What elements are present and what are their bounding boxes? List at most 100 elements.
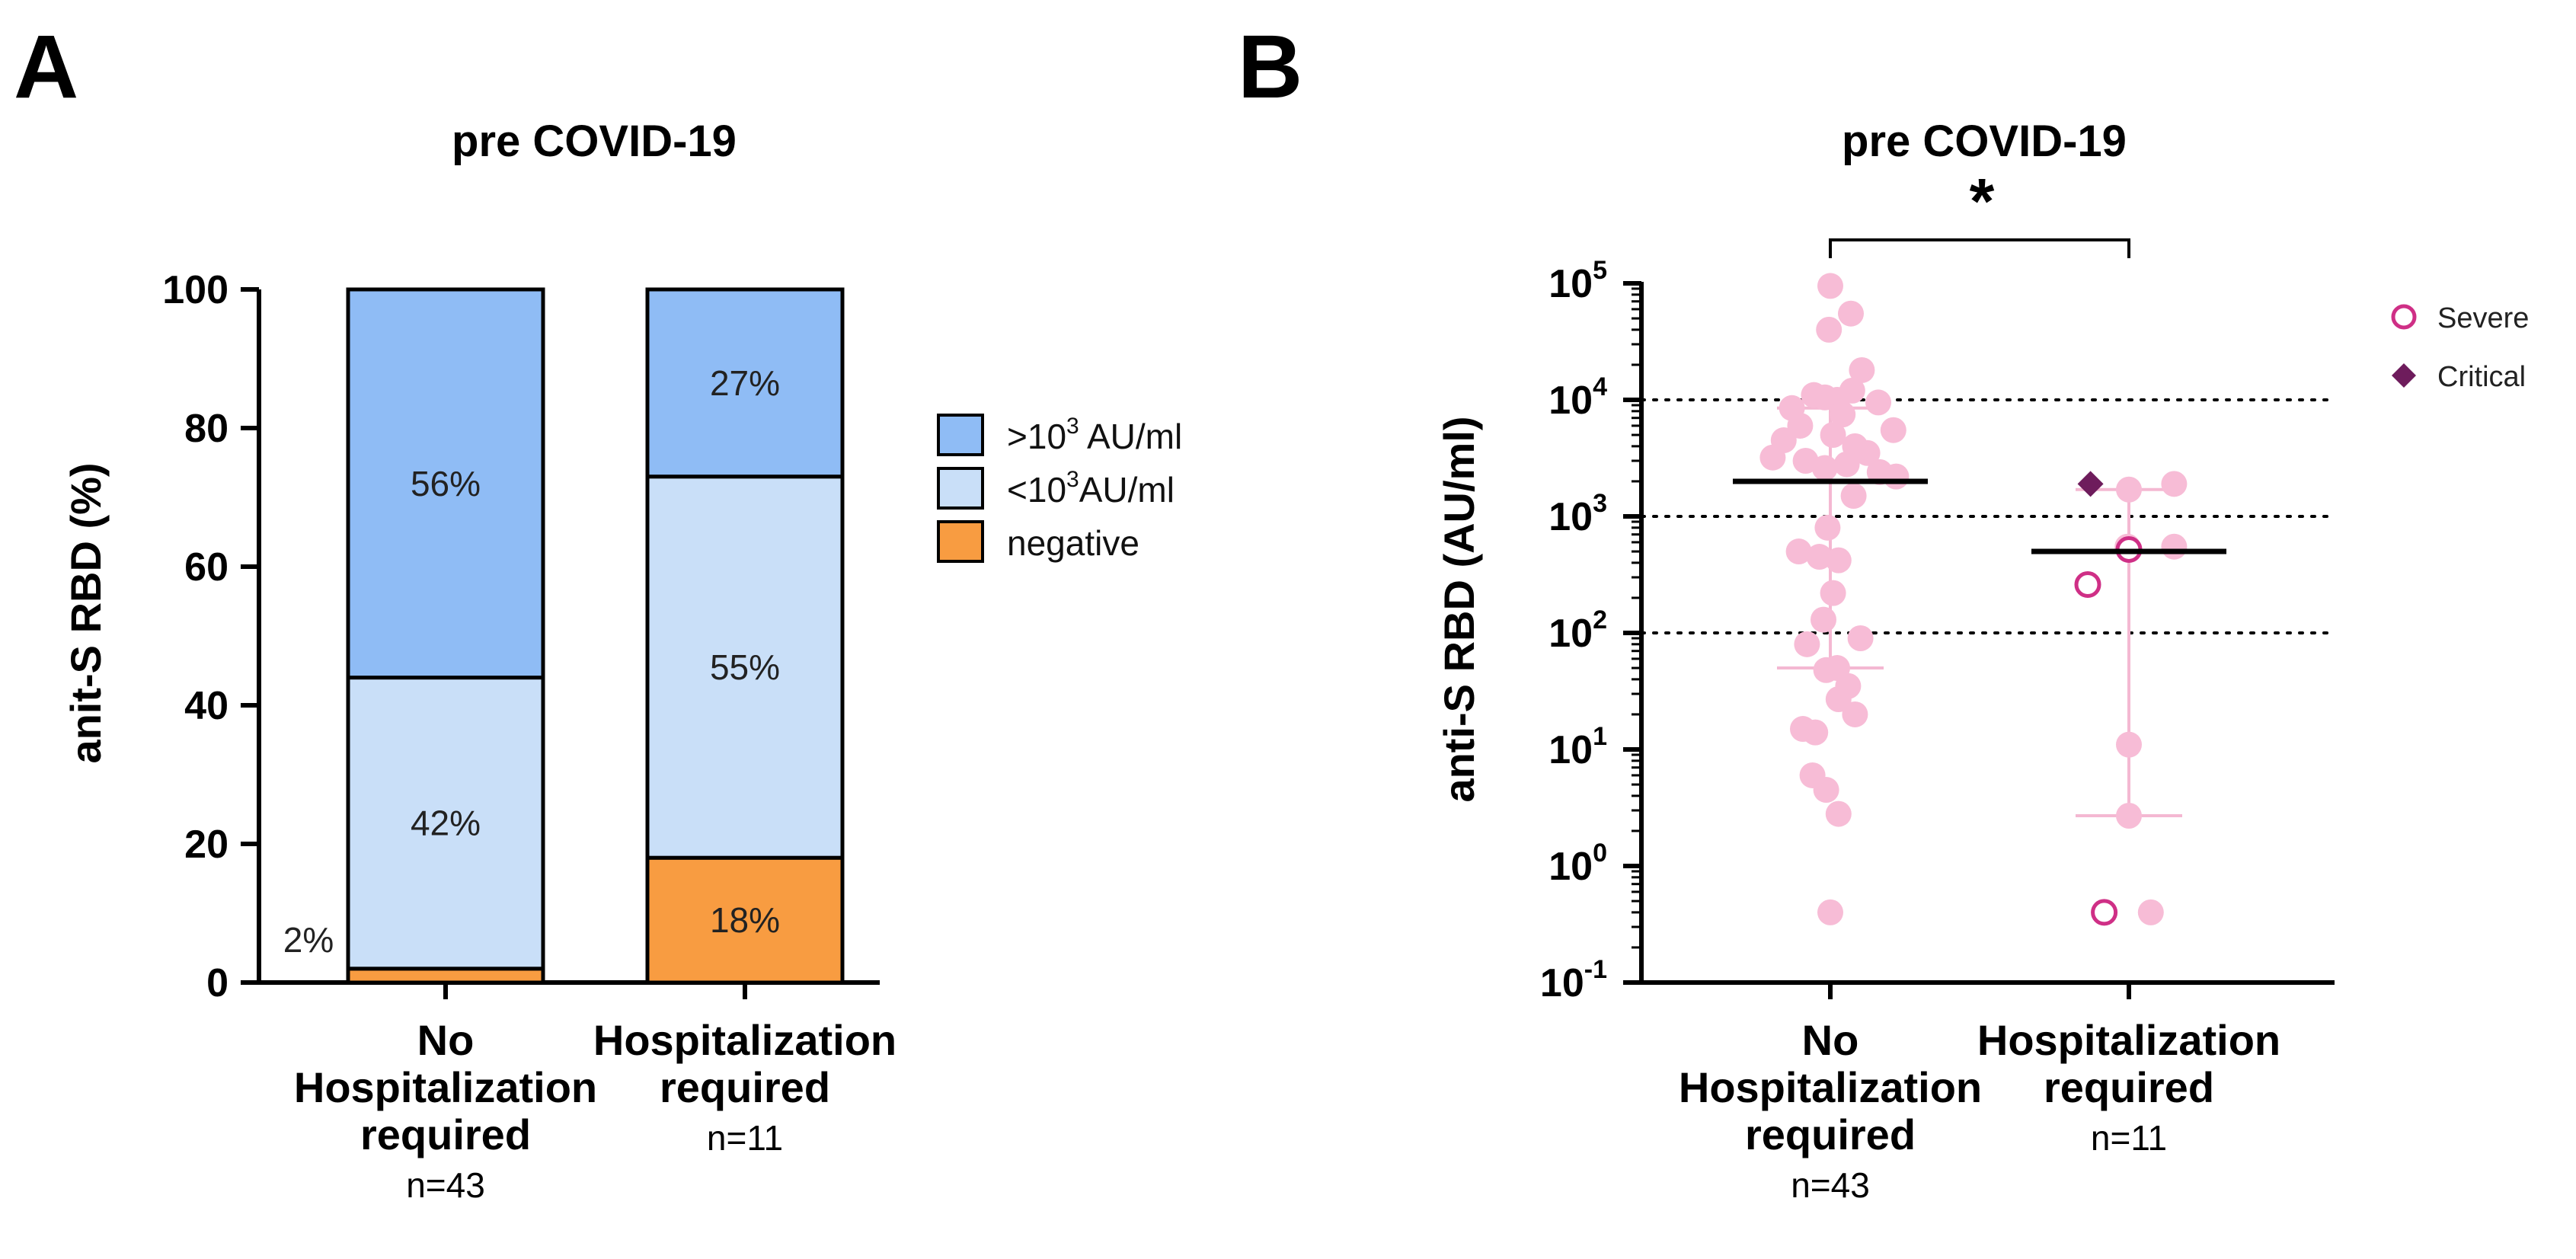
data-point-critical bbox=[2077, 471, 2104, 497]
panel-a-x-category-label: Hospitalization bbox=[294, 1063, 597, 1111]
legend-label: >103 AU/ml bbox=[1007, 414, 1182, 456]
data-point bbox=[1817, 273, 1843, 299]
panel-b-y-tick-label: 101 bbox=[1548, 722, 1607, 772]
bar-value-label: 42% bbox=[411, 804, 481, 843]
data-point bbox=[1811, 455, 1838, 481]
legend-swatch-high bbox=[937, 414, 984, 456]
panel-a-x-category-label: No bbox=[417, 1016, 475, 1064]
panel-a-y-tick-label: 60 bbox=[184, 545, 229, 590]
panel-a-x-category-label: required bbox=[660, 1063, 830, 1111]
data-point bbox=[1825, 547, 1852, 574]
data-point bbox=[2161, 533, 2188, 560]
bar-segment-high bbox=[645, 287, 845, 479]
panel-a-y-tick-label: 20 bbox=[184, 823, 229, 867]
data-point bbox=[1813, 777, 1839, 804]
panel-a-sample-size: n=43 bbox=[406, 1165, 485, 1205]
data-point bbox=[1811, 606, 1836, 633]
legend-swatch-negative bbox=[937, 520, 984, 563]
panel-b-legend: Severe Critical bbox=[2391, 302, 2529, 393]
data-point bbox=[1814, 514, 1841, 541]
panel-a-y-tick-label: 40 bbox=[184, 684, 229, 728]
data-point bbox=[1794, 631, 1820, 657]
data-point bbox=[1802, 719, 1829, 746]
panel-b-x-category-label: Hospitalization bbox=[1679, 1063, 1982, 1111]
data-point bbox=[1817, 899, 1843, 925]
data-point bbox=[1854, 439, 1881, 466]
panel-a: A pre COVID-19 anit-S RBD (%) 0 20 40 60 80 1… bbox=[14, 17, 1182, 1205]
legend-label: negative bbox=[1007, 523, 1139, 563]
data-point bbox=[2161, 471, 2188, 497]
panel-b-x-categories: NoHospitalizationrequiredn=43Hospitaliza… bbox=[1679, 983, 2280, 1205]
data-point bbox=[1759, 444, 1786, 471]
panel-a-letter: A bbox=[14, 17, 78, 117]
data-point bbox=[1840, 483, 1867, 510]
panel-b-y-ticks: 10-1 100 101 102 103 104 105 bbox=[1540, 256, 1641, 1005]
panel-a-y-axis-label: anit-S RBD (%) bbox=[62, 462, 110, 763]
bar-segment-high bbox=[346, 287, 545, 680]
legend-marker-critical bbox=[2392, 363, 2416, 388]
panel-b-x-category-label: required bbox=[1745, 1110, 1916, 1158]
panel-b-x-category-label: No bbox=[1802, 1016, 1859, 1064]
panel-b-y-axis-label: anti-S RBD (AU/ml) bbox=[1435, 416, 1483, 802]
data-point bbox=[2116, 731, 2142, 758]
legend-label: <103AU/ml bbox=[1007, 467, 1175, 510]
data-point bbox=[1865, 389, 1891, 416]
significance-marker: * bbox=[1970, 165, 1995, 237]
panel-b-means bbox=[1733, 478, 2226, 554]
data-point bbox=[1825, 686, 1852, 713]
panel-b-x-category-label: Hospitalization bbox=[1977, 1016, 2280, 1064]
panel-a-y-tick-label: 80 bbox=[184, 407, 229, 451]
bar-value-label: 27% bbox=[710, 363, 780, 403]
data-point bbox=[1806, 544, 1833, 570]
bar-value-label: 56% bbox=[411, 464, 481, 503]
panel-b-points bbox=[1759, 273, 2188, 926]
panel-b-y-tick-label: 104 bbox=[1548, 372, 1607, 423]
legend-label: Severe bbox=[2437, 302, 2529, 334]
data-point bbox=[1880, 417, 1906, 443]
bar-value-label: 2% bbox=[283, 920, 334, 960]
data-point bbox=[1833, 451, 1860, 478]
legend-swatch-low bbox=[937, 467, 984, 510]
panel-a-bars: 2% 42% 56% 18% 55% 27% bbox=[283, 287, 845, 999]
bar-value-label: 18% bbox=[710, 900, 780, 940]
panel-a-x-category-label: required bbox=[360, 1110, 531, 1158]
panel-b-reference-lines bbox=[1640, 398, 2336, 634]
panel-a-title: pre COVID-19 bbox=[452, 117, 737, 166]
panel-a-y-ticks: 0 20 40 60 80 100 bbox=[162, 268, 259, 1005]
panel-b-y-tick-label: 10-1 bbox=[1540, 955, 1607, 1005]
data-point bbox=[1820, 580, 1846, 606]
data-point bbox=[1838, 300, 1864, 327]
panel-a-sample-size: n=11 bbox=[707, 1118, 783, 1158]
bar-segment-negative bbox=[346, 967, 545, 985]
data-point bbox=[2116, 476, 2142, 503]
bar-segment-low bbox=[645, 475, 845, 860]
panel-a-legend: >103 AU/ml <103AU/ml negative bbox=[937, 414, 1182, 563]
significance-bracket bbox=[1829, 238, 2130, 258]
data-point bbox=[1842, 701, 1868, 727]
panel-b-sample-size: n=43 bbox=[1791, 1165, 1870, 1205]
data-point bbox=[1816, 316, 1843, 343]
panel-b-y-tick-label: 105 bbox=[1548, 256, 1607, 306]
bar-segment-low bbox=[346, 676, 545, 971]
panel-a-y-tick-label: 100 bbox=[162, 268, 229, 312]
data-point bbox=[1849, 356, 1875, 383]
panel-b-y-tick-label: 100 bbox=[1548, 839, 1607, 889]
data-point bbox=[1883, 463, 1910, 490]
legend-marker-severe bbox=[2391, 304, 2417, 330]
panel-b-y-tick-label: 103 bbox=[1548, 489, 1607, 539]
panel-b-x-category-label: required bbox=[2044, 1063, 2214, 1111]
panel-a-x-categories: NoHospitalizationrequiredn=43Hospitaliza… bbox=[294, 1016, 896, 1205]
panel-b: B pre COVID-19 * anti-S RBD (AU/ml) 10-1… bbox=[1238, 17, 2529, 1205]
panel-b-y-tick-label: 102 bbox=[1548, 606, 1607, 656]
data-point bbox=[1813, 657, 1839, 683]
bar-value-label: 55% bbox=[710, 647, 780, 687]
panel-b-sample-size: n=11 bbox=[2091, 1118, 2167, 1158]
legend-label: Critical bbox=[2437, 361, 2526, 393]
data-point-severe bbox=[2074, 571, 2101, 599]
data-point bbox=[1847, 625, 1874, 652]
data-point bbox=[1785, 538, 1812, 565]
panel-a-x-category-label: Hospitalization bbox=[593, 1016, 896, 1064]
data-point bbox=[1830, 401, 1856, 428]
data-point bbox=[1820, 422, 1846, 449]
